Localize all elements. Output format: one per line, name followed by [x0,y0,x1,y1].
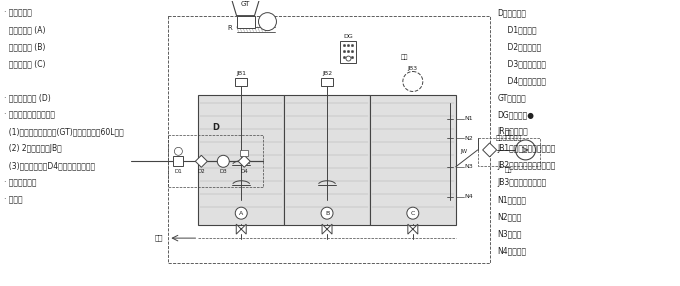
Bar [235,78,248,86]
Circle shape [235,207,248,219]
Text: D1: D1 [175,169,182,174]
Text: (3)电子进水阀（D4）和干粉低位报警: (3)电子进水阀（D4）和干粉低位报警 [4,161,95,170]
Polygon shape [408,224,418,234]
Bar [169,135,263,187]
Text: N3: N3 [464,164,473,169]
Circle shape [352,44,354,47]
Text: D1：减压阀: D1：减压阀 [498,26,537,35]
Text: GT：干投机: GT：干投机 [498,94,526,102]
Text: DG: DG [343,33,354,39]
Circle shape [347,56,350,59]
Bar [477,138,539,166]
Text: 溶液储存槽 (C): 溶液储存槽 (C) [4,59,46,69]
Text: JB2: JB2 [322,71,332,76]
Text: C: C [411,211,415,216]
Text: D: D [212,123,220,132]
Text: N4: N4 [464,194,473,199]
Text: D4: D4 [240,169,248,174]
Text: N2: N2 [464,136,473,141]
Circle shape [352,50,354,53]
Bar [284,96,370,225]
Text: 选择: 选择 [401,54,409,59]
Bar [321,78,333,86]
Text: D3: D3 [220,169,227,174]
Text: · 三个溶液笱: · 三个溶液笱 [4,9,32,18]
Bar [173,156,184,166]
Text: JB1: JB1 [236,71,246,76]
Text: N4：极低位: N4：极低位 [498,246,527,255]
Text: JB1：搔拌器（两个叶轮）: JB1：搔拌器（两个叶轮） [498,144,556,153]
Circle shape [347,50,350,53]
Text: R: R [227,25,232,31]
Text: 放空: 放空 [155,235,163,241]
Text: (2) 2个搔拌机（JB）: (2) 2个搔拌机（JB） [4,144,62,153]
Circle shape [343,44,345,47]
Circle shape [218,155,229,167]
Text: · 液位计: · 液位计 [4,195,22,204]
Text: (1)带有料指的干投机(GT)，标准配置为60L料指: (1)带有料指的干投机(GT)，标准配置为60L料指 [4,127,124,136]
Text: D2: D2 [197,169,205,174]
Bar [237,16,254,28]
Text: · 进水管路配件 (D): · 进水管路配件 (D) [4,94,50,102]
Text: D4：电子进水阀: D4：电子进水阀 [498,77,545,86]
Polygon shape [322,224,332,234]
Text: JB3: JB3 [408,65,418,71]
Text: B: B [325,211,329,216]
Circle shape [352,56,354,59]
Circle shape [174,147,182,155]
Text: 调匀熟化槽 (B): 调匀熟化槽 (B) [4,43,45,51]
Text: · 控制笱可操作以下部件: · 控制笱可操作以下部件 [4,110,55,120]
Circle shape [258,13,277,31]
Circle shape [346,56,351,61]
Circle shape [347,44,350,47]
Polygon shape [231,0,260,16]
Bar [370,96,456,225]
Text: A: A [239,211,243,216]
Polygon shape [238,155,250,167]
Polygon shape [483,143,496,157]
Circle shape [321,207,333,219]
Text: N1: N1 [464,116,473,121]
Text: N3：低位: N3：低位 [498,229,522,238]
Circle shape [407,207,419,219]
Text: · 干粉浸润装置: · 干粉浸润装置 [4,178,36,187]
Text: DG：控制笱●: DG：控制笱● [498,110,534,120]
Text: JB2：搔拌器（一个叶轮）: JB2：搔拌器（一个叶轮） [498,161,556,170]
Circle shape [343,50,345,53]
Text: JB3：搔拌器（选择）: JB3：搔拌器（选择） [498,178,547,187]
Text: D3：转子流量计: D3：转子流量计 [498,59,545,69]
Text: JW: JW [460,149,468,154]
Text: D2：进水装置: D2：进水装置 [498,43,541,51]
Bar [169,16,490,263]
Circle shape [515,140,536,160]
Text: 投加: 投加 [505,130,512,136]
Text: 计量泵或螺杆泵: 计量泵或螺杆泵 [496,135,522,141]
Bar [341,41,356,63]
Bar [240,150,248,156]
Polygon shape [195,155,207,167]
Text: N1：极高位: N1：极高位 [498,195,526,204]
Text: JR：加热电缆: JR：加热电缆 [498,127,528,136]
Text: 选择: 选择 [505,168,512,174]
Text: 预制混合槽 (A): 预制混合槽 (A) [4,26,46,35]
Bar [199,96,284,225]
Circle shape [343,56,345,59]
Text: N2：高位: N2：高位 [498,212,522,221]
Text: GT: GT [241,1,250,7]
Text: D：进水单元: D：进水单元 [498,9,526,18]
Polygon shape [236,224,246,234]
